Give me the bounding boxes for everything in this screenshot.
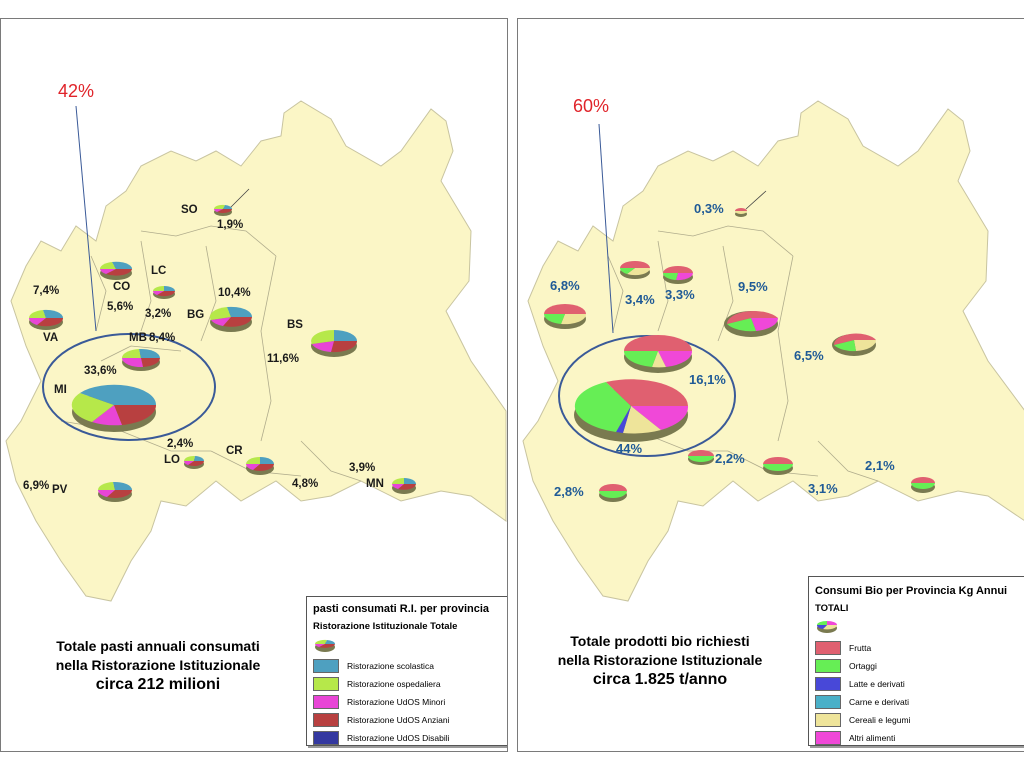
province-code-bs: BS	[287, 319, 303, 331]
legend-pie-icon	[314, 639, 336, 652]
province-code-cr: CR	[226, 445, 243, 457]
map-value: 2,1%	[865, 458, 895, 473]
pie-r11	[599, 484, 627, 502]
pie-va	[28, 309, 64, 330]
caption-line-2: nella Ristorazione Istituzionale	[55, 657, 261, 673]
province-code-va: VA	[43, 332, 59, 344]
pie-mn	[392, 478, 416, 494]
pie-bg	[209, 306, 253, 332]
pie-r10	[763, 457, 793, 475]
pie-so	[213, 204, 233, 216]
province-value-mb: 8,4%	[149, 332, 176, 344]
map-value: 3,3%	[665, 287, 695, 302]
caption-line-1: Totale prodotti bio richiesti	[570, 633, 750, 649]
pie-r2	[619, 261, 651, 279]
province-code-so: SO	[181, 204, 198, 216]
legend-item: Ristorazione UdOS Minori	[313, 695, 445, 709]
right-legend: Consumi Bio per Provincia Kg Annui TOTAL…	[808, 576, 1024, 746]
left-map-panel: 42% SO 1,9% LC 3,2% CO 5,6% VA 7,4% BG 1…	[0, 18, 508, 752]
legend-item: Frutta	[815, 641, 871, 655]
legend-title: pasti consumati R.I. per provincia	[313, 603, 490, 615]
left-legend: pasti consumati R.I. per provincia Risto…	[306, 596, 507, 746]
left-caption: Totale pasti annuali consumati nella Ris…	[23, 637, 293, 694]
province-value-bg: 10,4%	[218, 287, 251, 299]
region-shape	[522, 100, 1024, 602]
legend-item: Ristorazione scolastica	[313, 659, 434, 673]
pie-lc	[152, 286, 176, 299]
legend-item: Cereali e legumi	[815, 713, 910, 727]
highlight-label: 42%	[58, 81, 95, 101]
province-value-so: 1,9%	[217, 219, 244, 231]
map-value: 6,5%	[794, 348, 824, 363]
legend-item: Ristorazione UdOS Anziani	[313, 713, 450, 727]
pie-mb	[121, 348, 161, 371]
province-value-mi: 33,6%	[84, 365, 117, 377]
province-value-cr: 4,8%	[292, 478, 319, 490]
legend-pie-icon	[816, 621, 838, 633]
caption-line-3: circa 212 milioni	[95, 676, 221, 693]
province-value-lc: 3,2%	[145, 308, 172, 320]
lombardy-map-right	[522, 100, 1024, 602]
legend-item: Ortaggi	[815, 659, 877, 673]
pie-r7	[623, 335, 693, 373]
province-code-lo: LO	[164, 454, 180, 466]
pie-lo	[183, 455, 205, 469]
legend-item: Ristorazione ospedaliera	[313, 677, 441, 691]
legend-subtitle: TOTALI	[815, 603, 849, 614]
map-value: 16,1%	[689, 372, 726, 387]
province-value-lo: 2,4%	[167, 438, 194, 450]
province-code-bg: BG	[187, 309, 205, 321]
province-code-pv: PV	[52, 484, 68, 496]
pie-pv	[97, 481, 133, 502]
pie-r9	[688, 450, 714, 465]
map-value: 44%	[616, 441, 643, 456]
map-value: 9,5%	[738, 279, 768, 294]
province-code-mb: MB	[129, 332, 147, 344]
map-value: 3,4%	[625, 292, 655, 307]
caption-line-3: circa 1.825 t/anno	[592, 671, 728, 688]
pie-r3	[662, 266, 694, 284]
province-value-mn: 3,9%	[349, 462, 376, 474]
caption-line-1: Totale pasti annuali consumati	[56, 638, 260, 654]
legend-title: Consumi Bio per Provincia Kg Annui	[815, 585, 1008, 597]
lombardy-map-left	[5, 100, 507, 602]
province-code-mi: MI	[54, 384, 67, 396]
pie-r8	[574, 379, 689, 442]
province-code-mn: MN	[366, 478, 384, 490]
region-shape	[5, 100, 507, 602]
legend-item: Altri alimenti	[815, 731, 895, 745]
pie-r4	[543, 304, 587, 329]
map-value: 2,8%	[554, 484, 584, 499]
right-map-panel: 60% 0,3% 6,8% 3,4% 3,3% 9,5% 6,5% 16,1% …	[517, 18, 1024, 752]
right-caption: Totale prodotti bio richiesti nella Rist…	[530, 632, 790, 689]
pie-cr	[246, 457, 274, 475]
pie-r12	[911, 477, 935, 493]
province-code-lc: LC	[151, 265, 167, 277]
pie-co	[99, 261, 133, 280]
legend-item: Latte e derivati	[815, 677, 905, 691]
legend-subtitle: Ristorazione Istituzionale Totale	[313, 621, 458, 632]
caption-line-2: nella Ristorazione Istituzionale	[557, 652, 763, 668]
map-value: 3,1%	[808, 481, 838, 496]
pie-r6	[832, 333, 877, 356]
map-value: 0,3%	[694, 201, 724, 216]
province-value-bs: 11,6%	[267, 353, 299, 365]
pie-r5	[724, 310, 779, 337]
pie-r1	[735, 208, 747, 217]
province-value-va: 7,4%	[33, 285, 60, 297]
legend-item: Ristorazione UdOS Disabili	[313, 731, 450, 745]
pie-mi	[71, 384, 157, 432]
legend-item: Carne e derivati	[815, 695, 909, 709]
province-value-pv: 6,9%	[23, 480, 50, 492]
map-value: 2,2%	[715, 451, 745, 466]
province-value-co: 5,6%	[107, 301, 134, 313]
province-code-co: CO	[113, 281, 131, 293]
map-value: 6,8%	[550, 278, 580, 293]
highlight-label: 60%	[573, 96, 610, 116]
pie-bs	[311, 330, 358, 357]
